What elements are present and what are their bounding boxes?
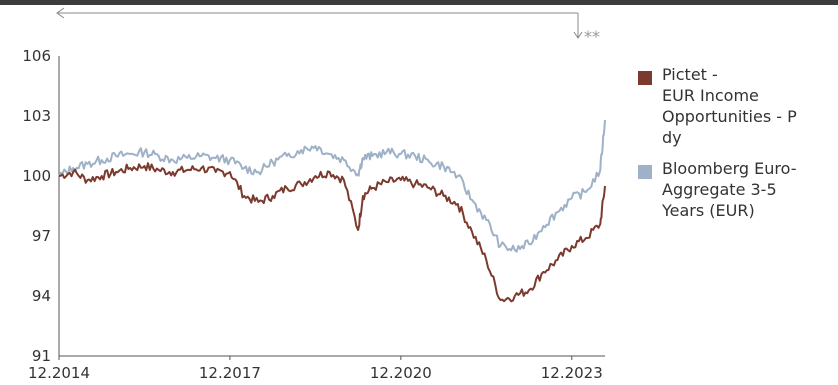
legend: Pictet - EUR Income Opportunities - P dy… (638, 64, 838, 231)
legend-label-line: Bloomberg Euro- (662, 159, 797, 178)
legend-label-line: Pictet - (662, 65, 718, 84)
legend-label-line: dy (662, 128, 682, 147)
period-arrow-left-head (56, 7, 65, 19)
series-line-pictet (58, 162, 606, 303)
legend-swatch-pictet (638, 71, 652, 85)
series-layer (58, 119, 606, 303)
legend-label-line: Aggregate 3-5 (662, 180, 777, 199)
y-tick-label: 106 (22, 47, 51, 65)
legend-label-line: Years (EUR) (662, 201, 755, 220)
y-tick-label: 100 (22, 167, 51, 185)
legend-label-line: Opportunities - P (662, 107, 797, 126)
y-tick-label: 97 (32, 227, 51, 245)
y-tick-label: 91 (32, 347, 51, 365)
legend-swatch-bloomberg (638, 165, 652, 179)
legend-item-bloomberg: Bloomberg Euro- Aggregate 3-5 Years (EUR… (638, 158, 838, 221)
x-tick-label: 12.2023 (541, 364, 603, 382)
period-arrow (56, 7, 583, 39)
x-tick-label: 12.2014 (28, 364, 90, 382)
footnote-marker: ** (584, 27, 600, 46)
series-line-bloomberg (58, 119, 606, 253)
period-arrow-down-head (573, 31, 583, 39)
x-tick-label: 12.2017 (199, 364, 261, 382)
legend-item-pictet: Pictet - EUR Income Opportunities - P dy (638, 64, 838, 148)
top-rule (0, 0, 838, 5)
legend-label-line: EUR Income (662, 86, 759, 105)
x-tick-label: 12.2020 (370, 364, 432, 382)
y-tick-label: 103 (22, 107, 51, 125)
y-tick-label: 94 (32, 287, 51, 305)
